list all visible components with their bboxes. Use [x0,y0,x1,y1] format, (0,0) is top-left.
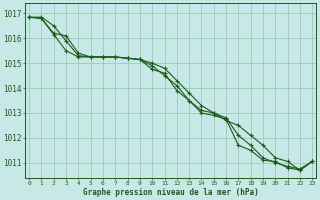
X-axis label: Graphe pression niveau de la mer (hPa): Graphe pression niveau de la mer (hPa) [83,188,259,197]
